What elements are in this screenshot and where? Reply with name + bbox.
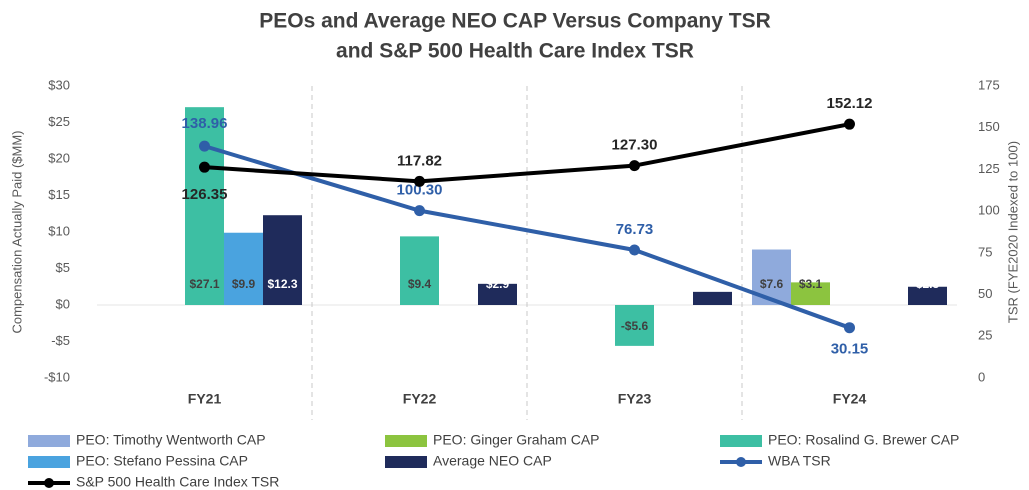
data-label: 30.15	[831, 341, 869, 358]
legend-swatch	[736, 457, 746, 467]
data-label: 100.30	[397, 182, 443, 199]
data-label: $27.1	[189, 277, 219, 291]
line	[203, 144, 851, 330]
y2-tick-label: 0	[978, 369, 985, 384]
y-tick-label: $30	[48, 77, 70, 92]
y-tick-label: $0	[56, 296, 70, 311]
x-tick-label: FY22	[403, 391, 437, 407]
x-tick-label: FY21	[188, 391, 222, 407]
line-marker	[199, 140, 210, 152]
line-marker	[844, 322, 855, 334]
y-axis-label: Compensation Actually Paid ($MM)	[9, 130, 24, 333]
legend-swatch	[44, 478, 54, 488]
legend-label: WBA TSR	[768, 453, 831, 469]
y2-tick-label: 125	[978, 161, 1000, 176]
data-label: $7.6	[760, 277, 784, 291]
x-tick-label: FY24	[833, 391, 867, 407]
y-tick-label: $5	[56, 260, 70, 275]
bar	[185, 107, 224, 305]
data-label: 138.96	[182, 115, 228, 132]
legend-label: PEO: Ginger Graham CAP	[433, 432, 600, 448]
data-label: 152.12	[827, 95, 873, 112]
line	[204, 122, 850, 184]
data-label: $9.4	[408, 277, 432, 291]
data-label: $9.9	[232, 277, 256, 291]
data-label: 127.30	[612, 137, 658, 154]
y2-tick-label: 75	[978, 244, 992, 259]
bar	[224, 232, 263, 305]
legend-label: PEO: Rosalind G. Brewer CAP	[768, 432, 959, 448]
data-label: $2.9	[486, 277, 510, 291]
y-tick-label: $15	[48, 187, 70, 202]
data-label: $2.5	[916, 277, 940, 291]
data-label: $3.1	[799, 277, 823, 291]
bar	[791, 282, 830, 305]
data-label: 117.82	[397, 152, 442, 169]
data-label: $12.3	[267, 277, 297, 291]
bar	[263, 215, 302, 305]
y-tick-label: -$10	[44, 369, 70, 384]
legend-label: PEO: Timothy Wentworth CAP	[76, 432, 266, 448]
data-label: 76.73	[616, 221, 654, 238]
bar	[615, 305, 654, 346]
legend-swatch	[385, 456, 427, 468]
data-label: -$5.6	[621, 319, 649, 333]
legend-label: Average NEO CAP	[433, 453, 552, 469]
legend-swatch	[28, 435, 70, 447]
legend-label: PEO: Stefano Pessina CAP	[76, 453, 248, 469]
legend-swatch	[385, 435, 427, 447]
y2-axis-label: TSR (FYE2020 Indexed to 100)	[1005, 141, 1020, 323]
legend-swatch	[720, 435, 762, 447]
bar	[478, 283, 517, 305]
y2-tick-label: 100	[978, 203, 1000, 218]
line-marker	[414, 175, 425, 187]
chart-title: and S&P 500 Health Care Index TSR	[336, 40, 694, 63]
line-marker	[414, 205, 425, 217]
y2-tick-label: 25	[978, 328, 992, 343]
y-tick-label: $10	[48, 223, 70, 238]
y-tick-label: $25	[48, 114, 70, 129]
line-marker	[629, 244, 640, 256]
legend-swatch	[28, 456, 70, 468]
y2-tick-label: 50	[978, 286, 992, 301]
bar	[400, 236, 439, 305]
y2-tick-label: 175	[978, 77, 1000, 92]
line-marker	[844, 118, 855, 130]
legend-label: S&P 500 Health Care Index TSR	[76, 474, 279, 490]
chart-title: PEOs and Average NEO CAP Versus Company …	[259, 10, 771, 33]
x-tick-label: FY23	[618, 391, 652, 407]
bar	[693, 291, 732, 305]
data-label: 126.35	[182, 186, 228, 203]
y2-tick-label: 150	[978, 119, 1000, 134]
y-tick-label: $20	[48, 150, 70, 165]
line-marker	[629, 160, 640, 172]
y-tick-label: -$5	[51, 333, 70, 348]
line-marker	[199, 161, 210, 173]
bar	[908, 286, 947, 305]
